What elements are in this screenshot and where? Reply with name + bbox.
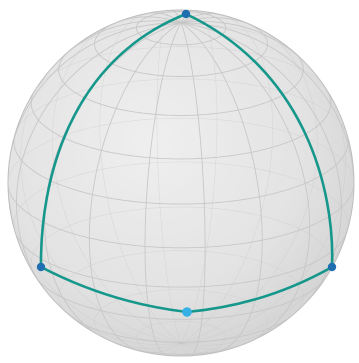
grid-line xyxy=(197,50,304,116)
vertex-left xyxy=(36,262,46,272)
grid-line xyxy=(52,22,182,344)
grid-line xyxy=(30,90,202,160)
grid-line xyxy=(15,233,205,288)
grid-line xyxy=(13,161,349,234)
grid-line xyxy=(172,10,182,23)
triangle-edge-bottom-right xyxy=(186,265,333,314)
grid-line xyxy=(180,22,311,343)
grid-line xyxy=(68,314,199,343)
grid-line xyxy=(204,132,349,204)
grid-line xyxy=(180,343,191,356)
grid-line xyxy=(205,180,354,248)
grid-line xyxy=(8,163,182,344)
grid-line xyxy=(204,230,348,287)
grid-line xyxy=(47,293,182,345)
grid-line xyxy=(64,20,182,56)
grid-line xyxy=(192,20,268,77)
grid-line xyxy=(180,10,218,344)
grid-line xyxy=(197,313,295,343)
grid-line xyxy=(180,17,256,28)
grid-line xyxy=(35,276,202,320)
grid-line xyxy=(88,22,182,352)
vertex-bottom xyxy=(182,307,192,317)
grid-line xyxy=(180,342,249,350)
sphere-body xyxy=(7,9,355,357)
spherical-triangle xyxy=(36,9,337,317)
grid-line xyxy=(201,274,328,320)
grid-line xyxy=(99,12,182,344)
grid-line xyxy=(120,344,194,355)
grid-line xyxy=(180,343,217,354)
grid-line xyxy=(8,22,181,165)
grid-line xyxy=(180,20,312,70)
grid-line xyxy=(167,343,182,356)
grid-line xyxy=(8,117,354,186)
grid-line xyxy=(135,320,227,355)
grid-line xyxy=(180,13,219,23)
grid-line xyxy=(94,21,194,77)
grid-line xyxy=(180,22,206,356)
grid-line xyxy=(103,337,182,349)
grid-line xyxy=(144,22,182,356)
grid-line xyxy=(180,13,274,344)
grid-line xyxy=(14,78,347,135)
grid-line xyxy=(13,134,205,205)
grid-line xyxy=(94,289,268,346)
grid-line xyxy=(180,26,318,344)
triangle-edge-top-left xyxy=(39,12,187,268)
triangle-edge-left-bottom xyxy=(40,265,188,314)
triangle-edge-top-right xyxy=(185,12,334,268)
vertex-top xyxy=(181,9,191,19)
grid-line xyxy=(180,69,346,344)
vertex-right xyxy=(327,262,337,272)
grid-line xyxy=(20,54,182,344)
grid-line xyxy=(16,22,182,294)
grid-line xyxy=(180,22,263,353)
grid-line xyxy=(116,16,182,24)
grid-line xyxy=(181,197,354,344)
grid-line xyxy=(156,10,182,344)
grid-line xyxy=(180,22,354,198)
grid-line xyxy=(180,308,301,346)
grid-line xyxy=(34,46,327,92)
